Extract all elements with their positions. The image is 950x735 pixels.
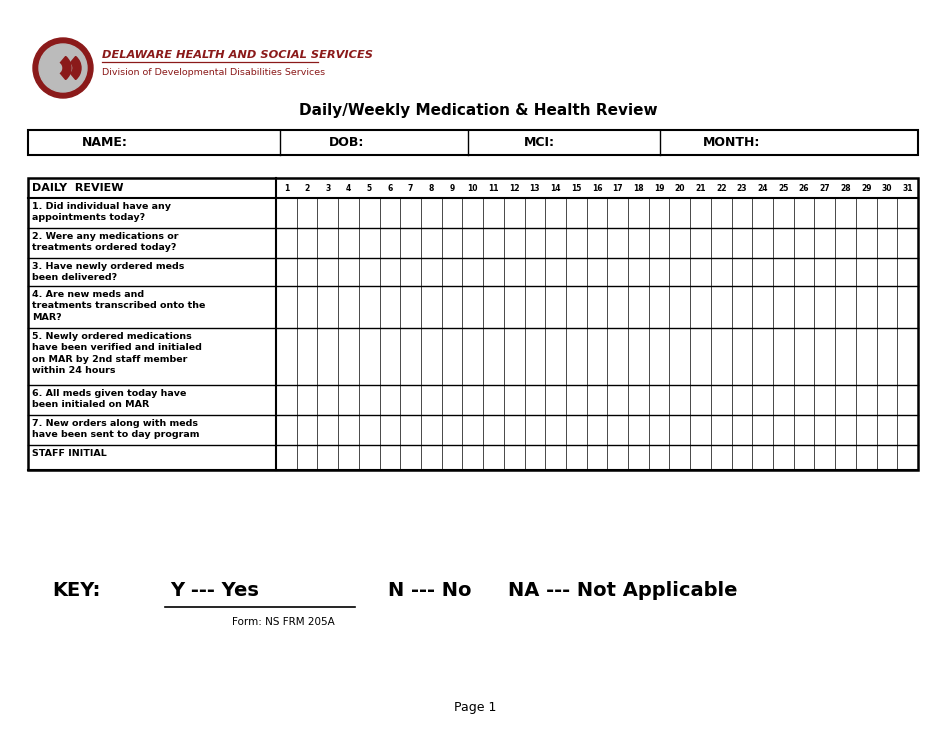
Text: 12: 12: [509, 184, 520, 193]
Text: 7: 7: [408, 184, 413, 193]
Text: 30: 30: [882, 184, 892, 193]
Text: 8: 8: [428, 184, 434, 193]
Text: 9: 9: [449, 184, 455, 193]
Text: KEY:: KEY:: [52, 581, 101, 600]
Text: 4: 4: [346, 184, 352, 193]
Text: 6: 6: [388, 184, 392, 193]
Text: 21: 21: [695, 184, 706, 193]
Text: Division of Developmental Disabilities Services: Division of Developmental Disabilities S…: [102, 68, 325, 76]
Text: 20: 20: [674, 184, 685, 193]
Text: 3: 3: [325, 184, 331, 193]
Bar: [28, 178, 918, 470]
Text: 25: 25: [778, 184, 788, 193]
Text: 29: 29: [861, 184, 871, 193]
Text: 5: 5: [367, 184, 371, 193]
Text: 10: 10: [467, 184, 478, 193]
Text: 23: 23: [736, 184, 748, 193]
Text: 18: 18: [633, 184, 644, 193]
Text: 15: 15: [571, 184, 581, 193]
Text: Y --- Yes: Y --- Yes: [170, 581, 258, 600]
Text: 1: 1: [284, 184, 289, 193]
Text: 16: 16: [592, 184, 602, 193]
Text: Daily/Weekly Medication & Health Review: Daily/Weekly Medication & Health Review: [298, 102, 657, 118]
Wedge shape: [70, 57, 81, 79]
Text: DOB:: DOB:: [330, 136, 365, 149]
Text: 19: 19: [654, 184, 664, 193]
Text: 24: 24: [757, 184, 768, 193]
Text: 31: 31: [902, 184, 913, 193]
Text: MONTH:: MONTH:: [703, 136, 760, 149]
Text: 26: 26: [799, 184, 809, 193]
Bar: [28, 130, 918, 155]
Text: DAILY  REVIEW: DAILY REVIEW: [32, 183, 124, 193]
Wedge shape: [61, 57, 71, 79]
Text: 28: 28: [840, 184, 851, 193]
Text: 14: 14: [550, 184, 560, 193]
Text: DELAWARE HEALTH AND SOCIAL SERVICES: DELAWARE HEALTH AND SOCIAL SERVICES: [102, 50, 373, 60]
Text: STAFF INITIAL: STAFF INITIAL: [32, 449, 106, 458]
Text: NA --- Not Applicable: NA --- Not Applicable: [508, 581, 737, 600]
Text: 6. All meds given today have
been initialed on MAR: 6. All meds given today have been initia…: [32, 389, 186, 409]
Text: 13: 13: [529, 184, 541, 193]
Text: N --- No: N --- No: [388, 581, 471, 600]
Text: MCI:: MCI:: [523, 136, 555, 149]
Text: NAME:: NAME:: [82, 136, 128, 149]
Text: 22: 22: [716, 184, 727, 193]
Text: Form: NS FRM 205A: Form: NS FRM 205A: [232, 617, 334, 627]
Circle shape: [33, 38, 93, 98]
Text: 2. Were any medications or
treatments ordered today?: 2. Were any medications or treatments or…: [32, 232, 179, 252]
Circle shape: [39, 44, 87, 92]
Text: 5. Newly ordered medications
have been verified and initialed
on MAR by 2nd staf: 5. Newly ordered medications have been v…: [32, 332, 201, 376]
Text: 7. New orders along with meds
have been sent to day program: 7. New orders along with meds have been …: [32, 419, 200, 440]
Text: 11: 11: [488, 184, 499, 193]
Text: 2: 2: [304, 184, 310, 193]
Text: 27: 27: [820, 184, 830, 193]
Text: Page 1: Page 1: [454, 701, 496, 714]
Text: 4. Are new meds and
treatments transcribed onto the
MAR?: 4. Are new meds and treatments transcrib…: [32, 290, 205, 322]
Text: 3. Have newly ordered meds
been delivered?: 3. Have newly ordered meds been delivere…: [32, 262, 184, 282]
Text: 17: 17: [613, 184, 623, 193]
Text: 1. Did individual have any
appointments today?: 1. Did individual have any appointments …: [32, 202, 171, 223]
